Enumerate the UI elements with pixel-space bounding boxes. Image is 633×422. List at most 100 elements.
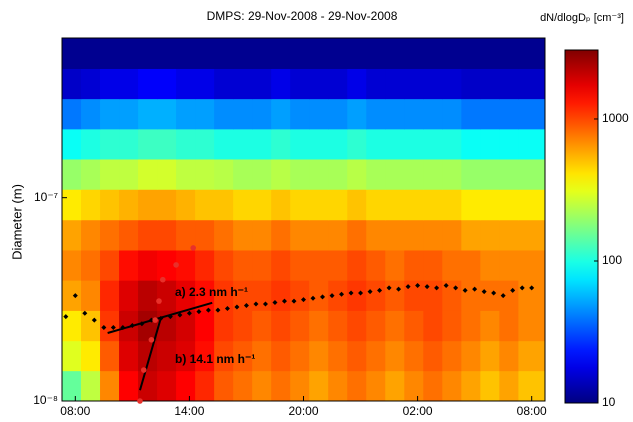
mode-diameter-point: [320, 294, 326, 300]
mode-diameter-point: [91, 317, 97, 323]
heatmap-cell: [233, 189, 253, 221]
heatmap-cell: [518, 68, 546, 100]
heatmap-cell: [252, 340, 272, 372]
heatmap-cell: [404, 370, 424, 402]
heatmap-cell: [347, 340, 367, 372]
heatmap-cell: [309, 158, 329, 190]
heatmap-cell: [385, 68, 405, 100]
heatmap-cell: [328, 370, 348, 402]
heatmap-cell: [518, 38, 546, 69]
heatmap-cell: [423, 68, 443, 100]
mode-diameter-point: [82, 310, 88, 316]
heatmap-cell: [499, 219, 519, 251]
mode-diameter-point: [196, 309, 202, 315]
mode-diameter-point: [72, 293, 78, 299]
colorbar-label: dN/dlogDₚ [cm⁻³]: [540, 12, 624, 24]
heatmap-cell: [290, 68, 310, 100]
heatmap-cell: [480, 280, 500, 311]
heatmap-cell: [347, 189, 367, 221]
heatmap-cell: [385, 340, 405, 372]
heatmap-cell: [119, 189, 139, 221]
heatmap-cell: [100, 189, 120, 221]
heatmap-cell: [404, 189, 424, 221]
heatmap-cell: [138, 38, 158, 69]
heatmap-cell: [81, 370, 101, 402]
heatmap-cell: [100, 280, 120, 311]
heatmap-cell: [100, 249, 120, 281]
heatmap-cell: [119, 280, 139, 311]
heatmap-cell: [119, 249, 139, 281]
heatmap-cell: [404, 98, 424, 130]
heatmap-cell: [195, 158, 215, 190]
heatmap-cell: [252, 38, 272, 69]
heatmap-cell: [309, 310, 329, 342]
heatmap-cell: [290, 249, 310, 281]
heatmap-cell: [157, 98, 177, 130]
heatmap-cell: [309, 249, 329, 281]
mode-diameter-point: [453, 285, 459, 291]
heatmap-cell: [138, 219, 158, 251]
heatmap-cell: [499, 310, 519, 342]
heatmap-cell: [404, 38, 424, 69]
heatmap-cell: [214, 219, 234, 251]
heatmap-cell: [499, 158, 519, 190]
heatmap-cell: [290, 280, 310, 311]
heatmap-cell: [499, 98, 519, 130]
heatmap-cell: [461, 158, 481, 190]
heatmap-cell: [366, 340, 386, 372]
heatmap-cell: [176, 219, 196, 251]
heatmap-cell: [366, 370, 386, 402]
heatmap-cell: [461, 310, 481, 342]
heatmap-cell: [271, 219, 291, 251]
heatmap-cell: [271, 38, 291, 69]
heatmap-cell: [214, 38, 234, 69]
heatmap-cell: [385, 370, 405, 402]
heatmap-cell: [195, 310, 215, 342]
heatmap-cell: [480, 340, 500, 372]
heatmap-cell: [252, 249, 272, 281]
heatmap-cell: [423, 249, 443, 281]
heatmap-cell: [119, 128, 139, 160]
colorbar: [564, 49, 599, 404]
heatmap-cell: [62, 128, 82, 160]
heatmap-cell: [328, 280, 348, 311]
heatmap-cell: [328, 219, 348, 251]
mode-diameter-point: [481, 289, 487, 295]
heatmap-cell: [252, 280, 272, 311]
heatmap-cell: [366, 219, 386, 251]
heatmap-cell: [100, 340, 120, 372]
heatmap-cell: [157, 128, 177, 160]
heatmap-cell: [233, 158, 253, 190]
heatmap-cell: [195, 219, 215, 251]
heatmap-cell: [176, 189, 196, 221]
heatmap-cell: [385, 189, 405, 221]
heatmap-cell: [404, 249, 424, 281]
heatmap-cell: [366, 68, 386, 100]
heatmap-cell: [233, 370, 253, 402]
heatmap-cell: [138, 189, 158, 221]
annotation: a) 2.3 nm h⁻¹: [175, 285, 248, 299]
heatmap-cell: [309, 189, 329, 221]
heatmap-cell: [423, 219, 443, 251]
heatmap-cell: [271, 280, 291, 311]
heatmap-cell: [347, 280, 367, 311]
mode-diameter-point: [519, 285, 525, 291]
heatmap-cell: [499, 370, 519, 402]
growth-point: [156, 298, 162, 304]
heatmap-cell: [233, 68, 253, 100]
growth-point: [159, 276, 166, 283]
heatmap-cell: [385, 219, 405, 251]
heatmap-cell: [176, 158, 196, 190]
heatmap-cell: [385, 280, 405, 311]
heatmap-cell: [81, 189, 101, 221]
heatmap-cell: [499, 128, 519, 160]
heatmap-cell: [480, 370, 500, 402]
heatmap-cell: [157, 38, 177, 69]
heatmap-cell: [385, 310, 405, 342]
heatmap-cell: [252, 310, 272, 342]
mode-diameter-point: [205, 307, 211, 313]
heatmap-cell: [290, 98, 310, 130]
heatmap-cell: [328, 98, 348, 130]
heatmap-cell: [309, 68, 329, 100]
heatmap-cell: [81, 128, 101, 160]
